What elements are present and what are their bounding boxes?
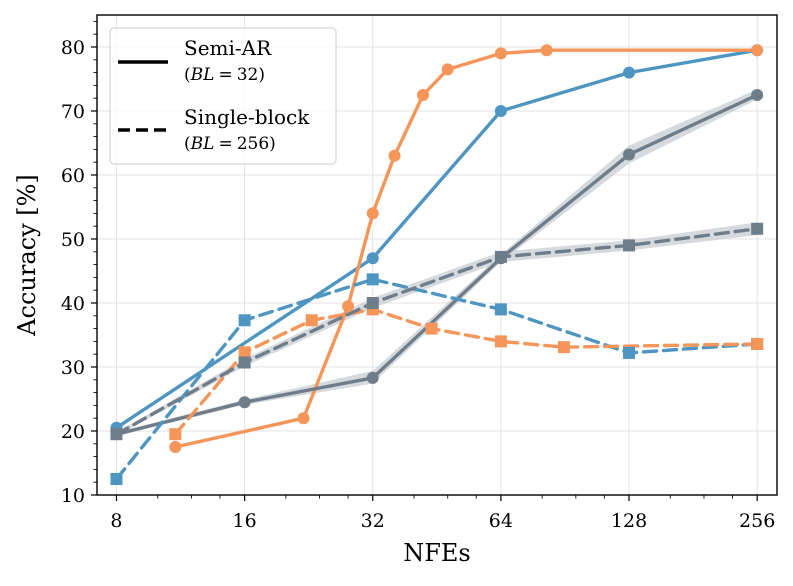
point-single-block-orange [238, 346, 251, 359]
point-semi-ar-gray [623, 148, 636, 161]
x-tick-label: 8 [110, 510, 122, 532]
point-semi-ar-orange [751, 44, 764, 57]
line-semi-ar-gray [114, 93, 759, 436]
point-semi-ar-orange [342, 300, 355, 313]
point-semi-ar-orange [388, 149, 401, 162]
y-tick-label: 20 [61, 421, 85, 443]
point-single-block-gray [751, 222, 764, 235]
point-semi-ar-blue [366, 252, 379, 265]
y-axis-title: Accuracy [%] [13, 174, 41, 337]
point-semi-ar-gray [238, 396, 251, 409]
x-tick-label: 64 [489, 510, 513, 532]
point-single-block-blue [110, 473, 123, 485]
point-semi-ar-gray [751, 89, 764, 101]
point-semi-ar-orange [366, 207, 379, 220]
point-semi-ar-gray [366, 371, 379, 384]
point-single-block-blue [494, 303, 507, 316]
y-tick-label: 50 [61, 229, 85, 251]
point-single-block-gray [366, 297, 379, 309]
line-single-block-gray [114, 227, 759, 436]
point-semi-ar-orange [417, 89, 430, 101]
point-single-block-gray [623, 239, 636, 252]
point-single-block-gray [238, 356, 251, 369]
tick-layer: 8 16 32 64 128 256 10 20 30 40 50 60 70 80 [61, 20, 775, 532]
x-tick-label: 16 [233, 510, 257, 532]
legend-sublabel-single-block: (BL = 256) [184, 134, 276, 154]
point-semi-ar-orange [494, 47, 507, 60]
line-single-block-orange [173, 307, 759, 436]
point-single-block-orange [494, 335, 507, 348]
point-single-block-orange [169, 428, 182, 441]
y-tick-label: 30 [61, 357, 85, 379]
legend-sublabel-semi-ar: (BL = 32) [184, 65, 265, 85]
legend: Semi-AR (BL = 32) Single-block (BL = 256) [109, 27, 337, 165]
point-semi-ar-blue [494, 105, 507, 117]
point-single-block-orange [425, 322, 438, 335]
legend-label-single-block: Single-block [184, 105, 310, 129]
y-tick-label: 40 [61, 293, 85, 315]
point-semi-ar-orange [441, 63, 454, 76]
x-tick-label: 32 [361, 510, 385, 532]
x-tick-label: 128 [611, 510, 647, 532]
y-tick-label: 80 [61, 37, 85, 59]
plot-frame [96, 14, 778, 496]
line-single-block-blue [114, 277, 759, 481]
point-semi-ar-orange [540, 44, 553, 57]
y-tick-label: 10 [61, 485, 85, 507]
legend-label-semi-ar: Semi-AR [184, 36, 272, 60]
point-semi-ar-orange [169, 441, 182, 453]
line-semi-ar-orange [173, 48, 759, 449]
y-tick-label: 70 [61, 101, 85, 123]
point-single-block-orange [305, 314, 318, 327]
point-single-block-blue [238, 314, 251, 327]
band-layer [116, 89, 758, 437]
point-semi-ar-blue [623, 66, 636, 79]
x-axis-title: NFEs [403, 539, 471, 567]
point-single-block-gray [110, 428, 123, 441]
point-single-block-orange [751, 337, 764, 350]
band-semi-ar-gray [116, 89, 758, 437]
point-single-block-blue [623, 346, 636, 359]
x-tick-label: 256 [739, 510, 775, 532]
point-semi-ar-orange [297, 412, 310, 425]
point-single-block-orange [557, 341, 570, 354]
point-single-block-gray [494, 250, 507, 263]
marker-layer [110, 44, 764, 485]
point-single-block-blue [366, 273, 379, 286]
y-tick-label: 60 [61, 165, 85, 187]
